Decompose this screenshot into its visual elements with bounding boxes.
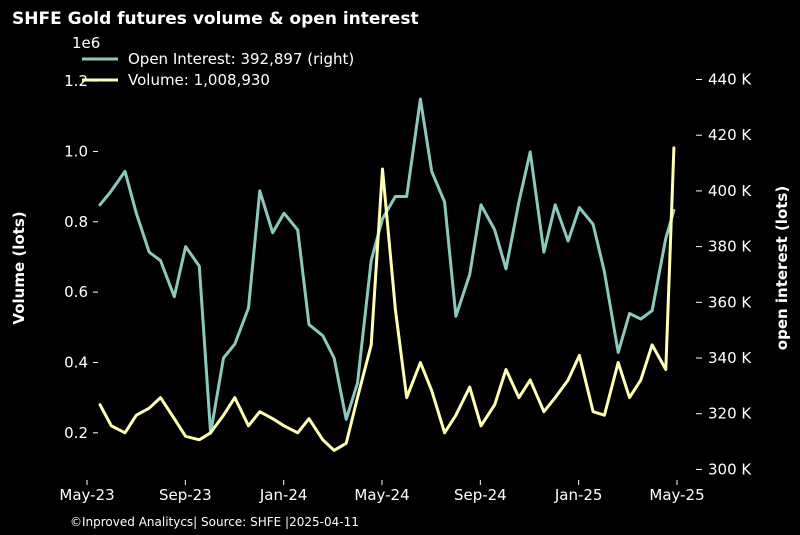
- right-tick-label: 300 K: [708, 460, 752, 478]
- right-tick-label: 340 K: [708, 349, 752, 367]
- legend-label-volume: Volume: 1,008,930: [128, 71, 270, 89]
- left-tick-label: 0.8: [64, 213, 88, 231]
- right-axis-ticks: 300 K 320 K 340 K 360 K 380 K 400 K 420 K 440 K: [696, 70, 752, 478]
- left-axis-label: Volume (lots): [10, 211, 28, 324]
- right-tick-label: 320 K: [708, 405, 752, 423]
- legend-label-open-interest: Open Interest: 392,897 (right): [128, 50, 354, 68]
- x-tick-label: May-25: [649, 486, 704, 504]
- right-axis-label: open interest (lots): [773, 186, 791, 350]
- x-tick-label: Sep-24: [454, 486, 507, 504]
- left-tick-label: 1.2: [64, 72, 88, 90]
- right-tick-label: 440 K: [708, 70, 752, 88]
- right-tick-label: 400 K: [708, 182, 752, 200]
- left-tick-label: 1.0: [64, 142, 88, 160]
- right-tick-label: 380 K: [708, 238, 752, 256]
- right-tick-label: 360 K: [708, 293, 752, 311]
- chart-title: SHFE Gold futures volume & open interest: [12, 9, 419, 29]
- legend: Open Interest: 392,897 (right) Volume: 1…: [82, 50, 354, 89]
- plot-area: [98, 97, 676, 452]
- left-tick-label: 0.6: [64, 283, 88, 301]
- series-line-volume: [98, 146, 676, 452]
- x-tick-label: May-23: [59, 486, 114, 504]
- x-tick-label: Jan-24: [259, 486, 308, 504]
- x-tick-label: May-24: [354, 486, 409, 504]
- right-tick-label: 420 K: [708, 126, 752, 144]
- x-tick-label: Sep-23: [159, 486, 212, 504]
- left-tick-label: 0.4: [64, 353, 88, 371]
- left-axis-ticks: 0.2 0.4 0.6 0.8 1.0 1.2: [64, 72, 98, 442]
- x-axis-ticks: May-23 Sep-23 Jan-24 May-24 Sep-24 Jan-25 May-…: [59, 480, 705, 504]
- left-tick-label: 0.2: [64, 424, 88, 442]
- source-footer: ©Inproved Analitycs| Source: SHFE |2025-…: [70, 515, 359, 529]
- x-tick-label: Jan-25: [554, 486, 603, 504]
- left-axis-multiplier: 1e6: [72, 34, 100, 52]
- series-line-open-interest: [98, 97, 676, 435]
